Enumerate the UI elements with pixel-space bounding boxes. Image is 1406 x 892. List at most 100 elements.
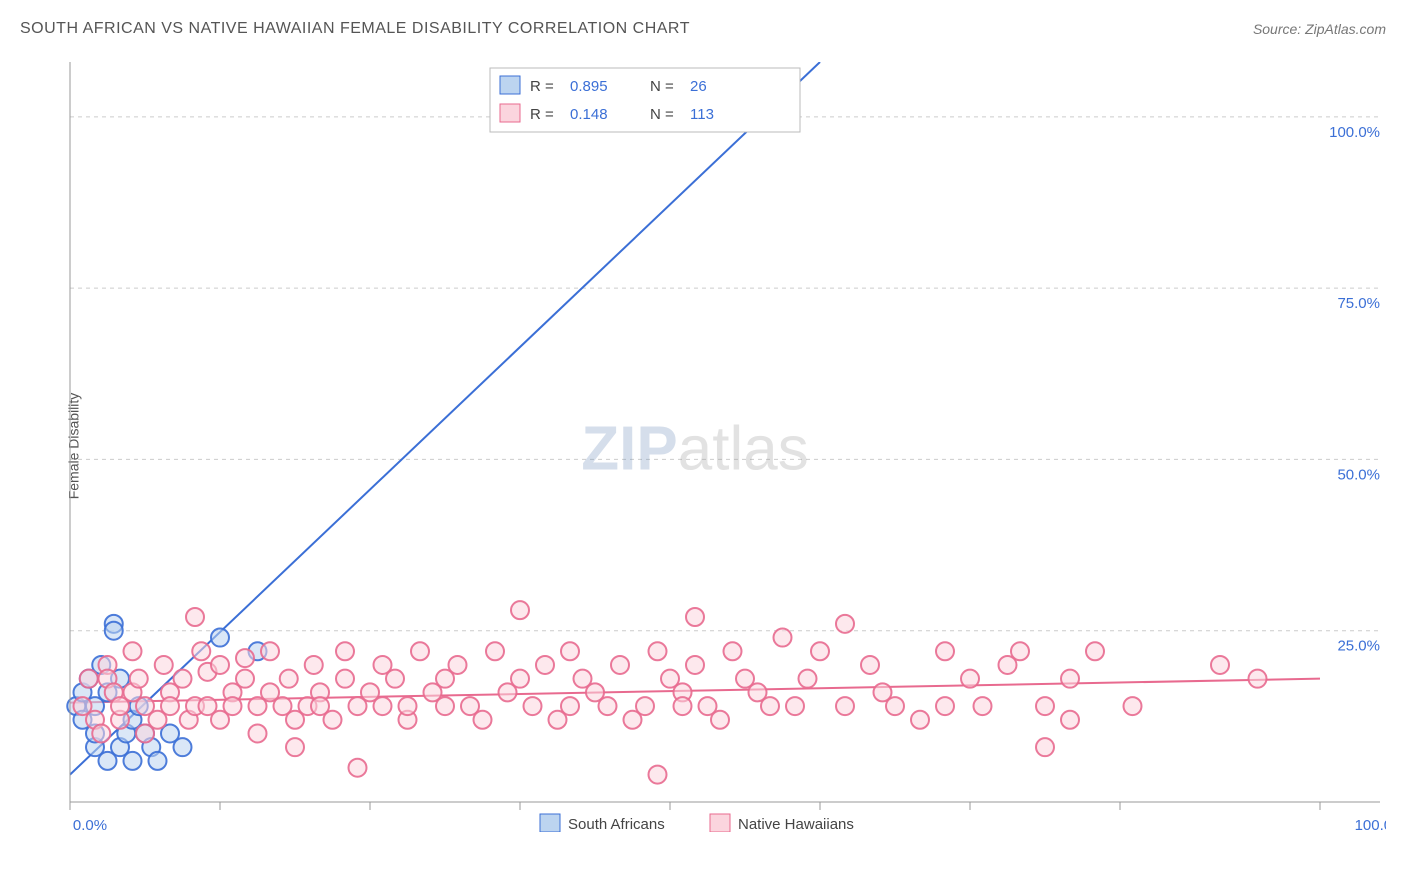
y-tick-label: 25.0% — [1337, 638, 1380, 655]
data-point — [174, 738, 192, 756]
legend-swatch — [500, 104, 520, 122]
data-point — [124, 752, 142, 770]
data-point — [192, 642, 210, 660]
y-tick-label: 100.0% — [1329, 124, 1380, 141]
data-point — [861, 656, 879, 674]
data-point — [1011, 642, 1029, 660]
data-point — [211, 629, 229, 647]
data-point — [399, 697, 417, 715]
data-point — [599, 697, 617, 715]
legend-r-label: R = — [530, 78, 554, 95]
data-point — [130, 670, 148, 688]
scatter-plot: 25.0% 50.0% 75.0% 100.0% ZIPatlas 0.0% 100.0… — [60, 62, 1386, 832]
data-point — [349, 759, 367, 777]
data-point — [774, 629, 792, 647]
data-point — [336, 670, 354, 688]
legend-n-value: 113 — [690, 106, 714, 123]
legend-bottom-swatch — [710, 814, 730, 832]
data-point — [536, 656, 554, 674]
data-point — [674, 697, 692, 715]
legend-bottom-label: South Africans — [568, 816, 665, 832]
y-tick-label: 50.0% — [1337, 466, 1380, 483]
x-tick-label-left: 0.0% — [73, 817, 107, 832]
legend-r-value: 0.895 — [570, 78, 608, 95]
data-point — [211, 656, 229, 674]
data-point — [186, 608, 204, 626]
data-point — [1211, 656, 1229, 674]
data-point — [799, 670, 817, 688]
data-point — [649, 642, 667, 660]
data-point — [711, 711, 729, 729]
chart-container: 25.0% 50.0% 75.0% 100.0% ZIPatlas 0.0% 100.0… — [60, 62, 1386, 832]
chart-source: Source: ZipAtlas.com — [1253, 21, 1386, 37]
legend-r-label: R = — [530, 106, 554, 123]
data-point — [524, 697, 542, 715]
data-point — [724, 642, 742, 660]
data-point — [511, 670, 529, 688]
data-point — [611, 656, 629, 674]
data-point — [436, 697, 454, 715]
data-point — [161, 697, 179, 715]
data-point — [261, 642, 279, 660]
gridlines: 25.0% 50.0% 75.0% 100.0% — [70, 117, 1380, 655]
y-tick-label: 75.0% — [1337, 295, 1380, 312]
watermark-text: ZIPatlas — [581, 414, 808, 483]
data-point — [886, 697, 904, 715]
x-tick-label-right: 100.0% — [1355, 817, 1386, 832]
data-point — [911, 711, 929, 729]
data-point — [486, 642, 504, 660]
data-point — [1061, 711, 1079, 729]
data-point — [1061, 670, 1079, 688]
data-point — [411, 642, 429, 660]
data-point — [561, 697, 579, 715]
legend-top: R = 0.895 N = 26 R = 0.148 N = 113 — [490, 68, 800, 132]
data-point — [236, 649, 254, 667]
data-point — [936, 642, 954, 660]
data-point — [80, 670, 98, 688]
legend-n-label: N = — [650, 78, 674, 95]
data-point — [236, 670, 254, 688]
data-point — [686, 656, 704, 674]
legend-bottom-swatch — [540, 814, 560, 832]
data-point — [474, 711, 492, 729]
legend-r-value: 0.148 — [570, 106, 608, 123]
data-point — [149, 752, 167, 770]
legend-n-label: N = — [650, 106, 674, 123]
data-point — [224, 697, 242, 715]
data-point — [92, 724, 110, 742]
data-point — [1036, 697, 1054, 715]
data-point — [124, 642, 142, 660]
data-point — [836, 615, 854, 633]
legend-bottom: South Africans Native Hawaiians — [540, 814, 854, 832]
chart-title: SOUTH AFRICAN VS NATIVE HAWAIIAN FEMALE … — [20, 20, 690, 38]
data-point — [649, 766, 667, 784]
data-point — [286, 738, 304, 756]
data-point — [155, 656, 173, 674]
data-point — [811, 642, 829, 660]
data-point — [305, 656, 323, 674]
data-point — [974, 697, 992, 715]
data-point — [786, 697, 804, 715]
legend-swatch — [500, 76, 520, 94]
data-point — [324, 711, 342, 729]
data-point — [561, 642, 579, 660]
data-point — [936, 697, 954, 715]
data-point — [1249, 670, 1267, 688]
data-point — [511, 601, 529, 619]
data-point — [105, 622, 123, 640]
data-point — [174, 670, 192, 688]
data-point — [449, 656, 467, 674]
data-point — [686, 608, 704, 626]
watermark: ZIPatlas — [581, 414, 808, 483]
legend-n-value: 26 — [690, 78, 707, 95]
data-point — [249, 724, 267, 742]
data-point — [374, 697, 392, 715]
data-point — [761, 697, 779, 715]
data-point — [386, 670, 404, 688]
legend-bottom-label: Native Hawaiians — [738, 816, 854, 832]
chart-header: SOUTH AFRICAN VS NATIVE HAWAIIAN FEMALE … — [20, 20, 1386, 38]
data-point — [1086, 642, 1104, 660]
data-point — [1124, 697, 1142, 715]
data-point — [836, 697, 854, 715]
data-point — [280, 670, 298, 688]
